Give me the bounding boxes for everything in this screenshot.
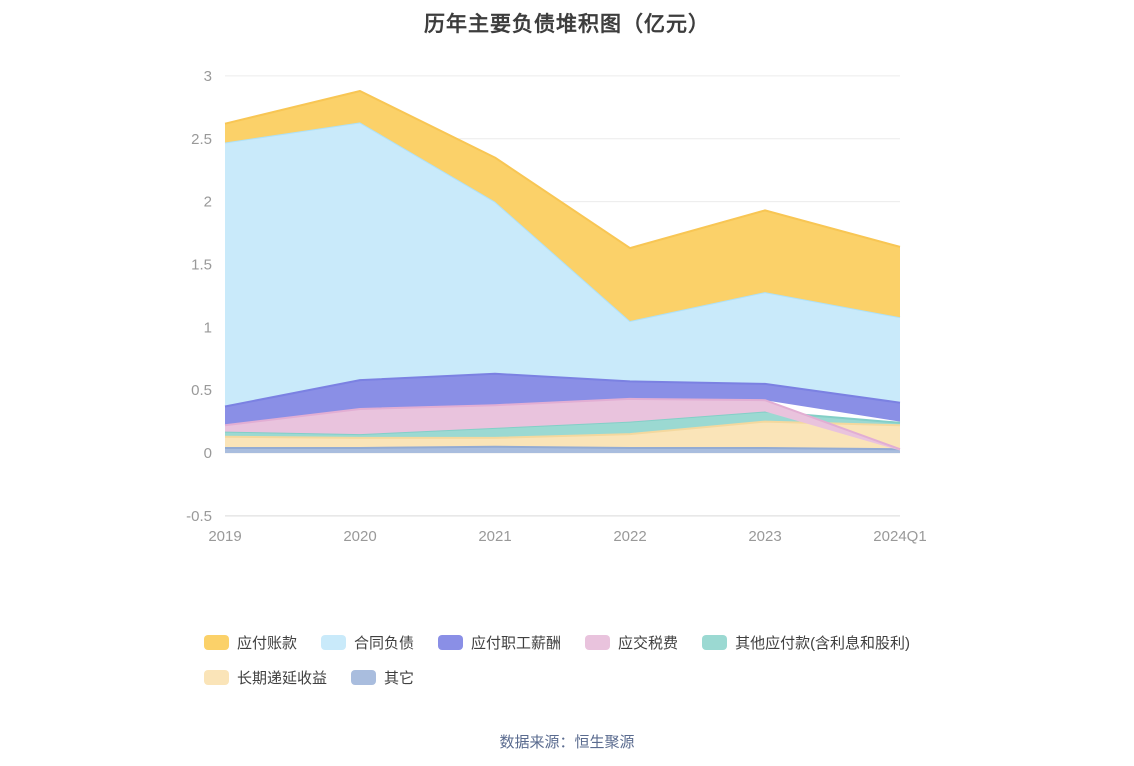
y-axis-tick-label: 3 (204, 68, 212, 85)
chart-legend: 应付账款 合同负债 应付职工薪酬 应交税费 其他应付款(含利息和股利) 长期递延收益 其它 (204, 632, 910, 688)
y-axis-tick-label: -0.5 (186, 508, 212, 525)
legend-label: 应交税费 (618, 635, 679, 652)
area-band-other-payables (225, 411, 900, 438)
chart-title: 历年主要负债堆积图（亿元） (424, 13, 710, 36)
area-band-employee-compensation (225, 373, 900, 426)
legend-swatch (438, 635, 464, 650)
legend-item[interactable]: 应交税费 (585, 632, 678, 653)
legend-swatch (321, 635, 347, 650)
legend-item[interactable]: 合同负债 (321, 632, 414, 653)
x-axis-tick-label: 2021 (478, 528, 511, 545)
x-axis-tick-label: 2020 (343, 528, 376, 545)
y-axis-tick-label: 1.5 (191, 256, 212, 273)
legend-item[interactable]: 其它 (351, 667, 414, 688)
area-line-accounts-payable (224, 90, 901, 250)
legend-item[interactable]: 应付账款 (204, 632, 297, 653)
legend-label: 长期递延收益 (237, 670, 328, 687)
y-axis-tick-label: 2 (204, 194, 212, 211)
legend-label: 应付职工薪酬 (471, 635, 562, 652)
area-line-deferred-income (224, 420, 901, 439)
legend-swatch (204, 670, 229, 685)
legend-item[interactable]: 长期递延收益 (204, 667, 327, 688)
legend-label: 其它 (384, 670, 415, 687)
y-axis-tick-label: 1 (204, 319, 212, 336)
y-axis-tick-label: 0.5 (191, 382, 212, 399)
legend-label: 合同负债 (354, 635, 415, 652)
area-band-taxes-payable (225, 398, 900, 451)
legend-swatch (702, 635, 728, 650)
area-band-accounts-payable (225, 91, 900, 321)
y-axis-tick-label: 0 (204, 445, 212, 462)
legend-row: 应付账款 合同负债 应付职工薪酬 应交税费 其他应付款(含利息和股利) (204, 632, 910, 653)
legend-item[interactable]: 其他应付款(含利息和股利) (702, 632, 910, 653)
x-axis-tick-label: 2019 (208, 528, 241, 545)
area-band-contract-liabilities (225, 122, 900, 407)
area-band-deferred-income (225, 421, 900, 450)
data-source-note: 数据来源：恒生聚源 (499, 734, 635, 751)
x-axis-tick-label: 2023 (748, 528, 781, 545)
legend-swatch (585, 635, 611, 650)
legend-swatch (351, 670, 377, 685)
y-axis-tick-label: 2.5 (191, 131, 212, 148)
legend-item[interactable]: 应付职工薪酬 (438, 632, 561, 653)
legend-row: 长期递延收益 其它 (204, 667, 910, 688)
legend-label: 其他应付款(含利息和股利) (735, 635, 911, 652)
area-line-other (225, 445, 901, 451)
legend-label: 应付账款 (237, 635, 298, 652)
area-line-employee-compensation (224, 372, 901, 408)
area-line-taxes-payable (224, 397, 901, 451)
x-axis-tick-label: 2024Q1 (873, 528, 926, 545)
legend-swatch (204, 635, 229, 650)
x-axis-tick-label: 2022 (613, 528, 646, 545)
